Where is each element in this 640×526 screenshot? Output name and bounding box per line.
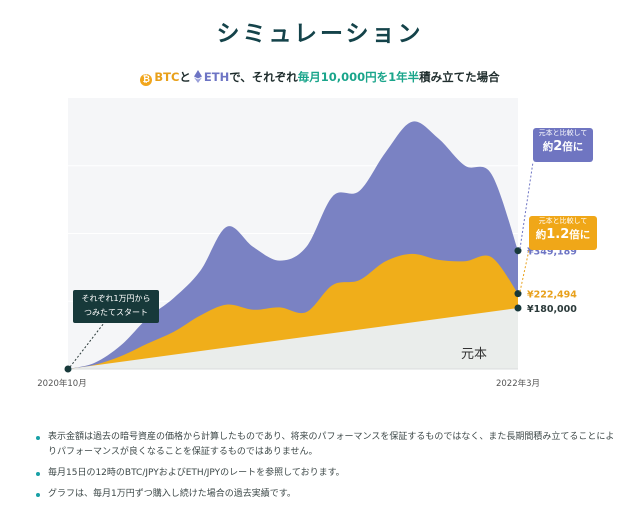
subtitle-coin-btc: BTC	[154, 70, 180, 84]
end-value-btc: ¥222,494	[527, 290, 577, 301]
end-point-btc	[514, 290, 522, 298]
callout-combined-connector	[519, 161, 534, 249]
chart-subtitle: ₿ BTCと ETHで、それぞれ毎月10,000円を1年半積み立てた場合	[0, 69, 640, 86]
x-tick-last: 2022年3月	[496, 378, 540, 389]
principal-area-label: 元本	[461, 347, 487, 362]
callout-btc-connector	[519, 249, 530, 292]
callout-combined-big: 約2倍に	[542, 139, 584, 154]
callout-btc-small: 元本と比較して	[538, 217, 588, 225]
callout-btc: 元本と比較して 約1.2倍に	[529, 216, 597, 250]
end-value-combined: ¥349,189	[527, 247, 577, 258]
subtitle-end: 積み立てた場合	[419, 70, 500, 84]
start-connector	[69, 322, 105, 368]
callout-combined-small: 元本と比較して	[538, 129, 588, 137]
callout-combined: 元本と比較して 約2倍に	[533, 128, 593, 162]
subtitle-highlight: 毎月10,000円を1年半	[297, 70, 420, 84]
page-title: シミュレーション	[216, 21, 424, 47]
principal-area	[68, 308, 518, 369]
end-value-principal: ¥180,000	[527, 304, 577, 315]
note-item: 毎月15日の12時のBTC/JPYおよびETH/JPYのレートを参照しております…	[36, 466, 616, 481]
callout-btc-big: 約1.2倍に	[535, 227, 591, 242]
ethereum-icon	[193, 70, 202, 83]
area-chart: 元本 ¥180,000 ¥222,494 ¥349,189 2020年10月 2022年3…	[37, 121, 578, 389]
start-annotation-box: それぞれ1万円から つみたてスタート	[73, 290, 159, 323]
note-item: 表示金額は過去の暗号資産の価格から計算したものであり、将来のパフォーマンスを保証…	[36, 430, 616, 460]
bitcoin-icon: ₿	[140, 74, 153, 86]
end-point-principal	[514, 304, 522, 312]
note-item: グラフは、毎月1万円ずつ購入し続けた場合の過去実績です。	[36, 487, 616, 502]
disclaimer-notes: 表示金額は過去の暗号資産の価格から計算したものであり、将来のパフォーマンスを保証…	[36, 430, 616, 508]
subtitle-and: と	[179, 70, 191, 84]
start-annotation-line2: つみたてスタート	[84, 308, 148, 317]
start-annotation-line1: それぞれ1万円から	[81, 294, 151, 303]
start-point	[64, 365, 72, 373]
end-point-combined	[514, 247, 522, 255]
subtitle-coin-eth: ETH	[203, 70, 230, 84]
x-tick-first: 2020年10月	[37, 378, 86, 389]
subtitle-mid: で、それぞれ	[229, 70, 298, 84]
